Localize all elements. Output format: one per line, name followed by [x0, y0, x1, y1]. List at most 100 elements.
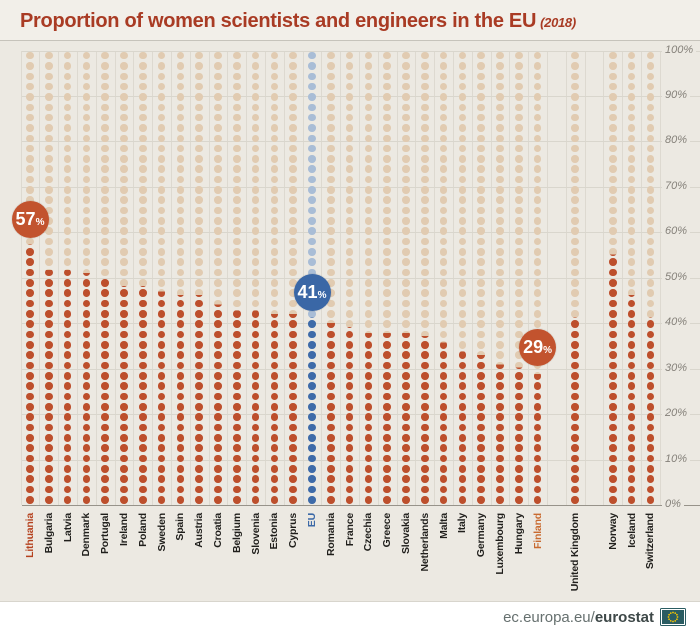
dot [458, 93, 467, 101]
gridline-70 [22, 186, 700, 188]
dot [421, 289, 429, 297]
dot [327, 320, 335, 328]
dot [45, 454, 53, 463]
dot [421, 175, 429, 184]
dot [609, 310, 617, 318]
dot [609, 485, 617, 494]
dot [176, 454, 185, 463]
badge-finland: 29% [519, 328, 557, 366]
dot [139, 299, 147, 308]
dot [496, 186, 504, 194]
dot [101, 320, 109, 328]
dot [289, 196, 297, 204]
column-poland [133, 45, 152, 511]
dot [120, 124, 128, 132]
dot [421, 392, 429, 401]
column-lithuania [21, 45, 40, 511]
dot [45, 320, 53, 328]
dot [63, 217, 72, 225]
dot [176, 361, 185, 370]
dot [45, 423, 53, 432]
dot [421, 217, 429, 225]
dot [157, 330, 166, 339]
dot [289, 330, 297, 339]
dot [383, 51, 391, 60]
dot [402, 465, 410, 473]
dot [533, 237, 542, 246]
dot [120, 320, 128, 328]
dot [421, 103, 429, 111]
dot [345, 361, 354, 370]
dot [345, 248, 354, 256]
dot [402, 124, 410, 132]
column-slovakia [397, 45, 416, 511]
dot [45, 444, 53, 452]
dot [458, 403, 467, 411]
dot [251, 485, 260, 494]
dot [477, 124, 485, 132]
dot [251, 361, 260, 370]
dot [101, 237, 109, 246]
dot [383, 258, 391, 266]
dot [251, 413, 260, 421]
dot [251, 434, 260, 442]
dot [533, 403, 542, 411]
dot [270, 217, 279, 225]
dot [26, 103, 34, 111]
dot [458, 423, 467, 432]
dot [176, 217, 185, 225]
dot [176, 475, 185, 483]
dot [327, 465, 335, 473]
dot [45, 144, 53, 153]
dot [477, 485, 485, 494]
dot [571, 382, 579, 390]
dot [609, 268, 617, 277]
footer: ec.europa.eu/eurostat [0, 601, 700, 632]
dot [82, 392, 91, 401]
dot [421, 227, 429, 235]
dot [270, 206, 279, 215]
dot [421, 361, 429, 370]
dot [421, 155, 429, 163]
dot [515, 268, 523, 277]
dot [327, 485, 335, 494]
dot [289, 144, 297, 153]
dot [289, 206, 297, 215]
dot [345, 268, 354, 277]
dot [233, 268, 241, 277]
dot [120, 444, 128, 452]
dot [251, 496, 260, 504]
dot [515, 310, 523, 318]
dot [421, 134, 429, 142]
dot [458, 237, 467, 246]
dot [383, 134, 391, 142]
dot [515, 82, 523, 91]
dot [195, 423, 203, 432]
dot [157, 248, 166, 256]
dot [364, 258, 373, 266]
dot [477, 475, 485, 483]
dot [195, 93, 203, 101]
dot [402, 72, 410, 81]
dot [515, 330, 523, 339]
dot [45, 51, 53, 60]
dot [82, 485, 91, 494]
dot [157, 124, 166, 132]
dot [289, 392, 297, 401]
dot [120, 175, 128, 184]
dot [82, 361, 91, 370]
dot [439, 155, 448, 163]
axis-tick-40: 40% [662, 316, 691, 330]
dot [45, 279, 53, 287]
dot [270, 320, 279, 328]
dot [364, 103, 373, 111]
dot [45, 413, 53, 421]
dot [609, 475, 617, 483]
dot [251, 444, 260, 452]
dot [308, 93, 316, 101]
dot [327, 72, 335, 81]
dot [195, 165, 203, 173]
dot [421, 330, 429, 339]
dot [646, 485, 655, 494]
dot [214, 299, 222, 308]
